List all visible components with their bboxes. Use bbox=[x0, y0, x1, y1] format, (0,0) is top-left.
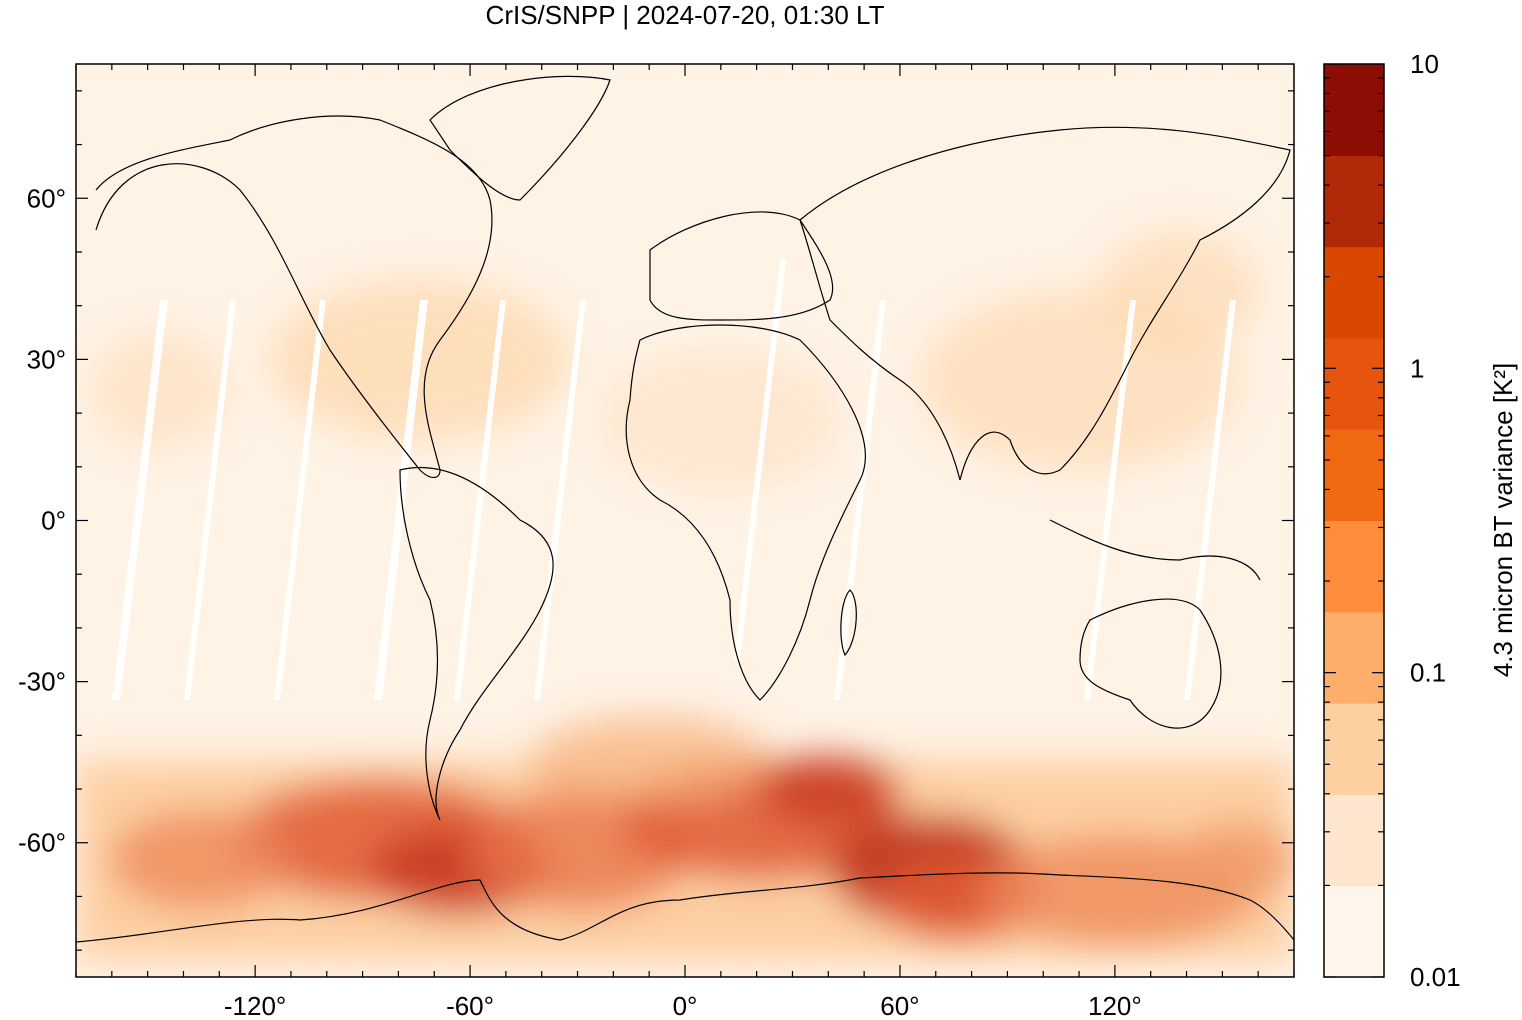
colorbar-swatch bbox=[1324, 64, 1384, 156]
colorbar-tick-label: 0.01 bbox=[1410, 962, 1461, 992]
colorbar-swatch bbox=[1324, 337, 1384, 430]
colorbar-label: 4.3 micron BT variance [K²] bbox=[1488, 363, 1518, 678]
x-tick-label: 60° bbox=[880, 991, 919, 1020]
colorbar-tick-label: 10 bbox=[1410, 49, 1439, 79]
coastlines bbox=[76, 75, 1294, 943]
y-tick-label: 30° bbox=[27, 344, 66, 374]
x-tick-label: 120° bbox=[1088, 991, 1142, 1020]
colorbar-tick-label: 1 bbox=[1410, 353, 1424, 383]
y-tick-label: -60° bbox=[18, 828, 66, 858]
colorbar-frame bbox=[1323, 63, 1385, 978]
y-tick-label: -30° bbox=[18, 667, 66, 697]
colorbar bbox=[1324, 64, 1384, 978]
colorbar-swatch bbox=[1324, 611, 1384, 704]
colorbar-tick-label: 0.1 bbox=[1410, 658, 1446, 688]
colorbar-swatch bbox=[1324, 429, 1384, 521]
orbit-gaps bbox=[112, 260, 1236, 700]
colorbar-swatch bbox=[1324, 246, 1384, 339]
colorbar-ticks: 10 1 0.1 0.01 bbox=[1324, 49, 1461, 992]
x-tick-label: -120° bbox=[224, 991, 286, 1020]
colorbar-swatch bbox=[1324, 885, 1384, 978]
y-tick-label: 60° bbox=[27, 183, 66, 213]
colorbar-swatch bbox=[1324, 794, 1384, 887]
map-ticks: -120° -60° 0° 60° 120° 60° 30° 0° -30° -60° bbox=[18, 64, 1295, 1020]
x-tick-label: -60° bbox=[446, 991, 494, 1020]
x-tick-label: 0° bbox=[673, 991, 698, 1020]
colorbar-swatch bbox=[1324, 520, 1384, 613]
y-tick-label: 0° bbox=[41, 506, 66, 536]
colorbar-swatch bbox=[1324, 155, 1384, 248]
map-panel bbox=[76, 64, 1294, 977]
variance-field bbox=[76, 230, 1294, 960]
colorbar-swatch bbox=[1324, 703, 1384, 795]
chart-title: CrIS/SNPP | 2024-07-20, 01:30 LT bbox=[485, 0, 885, 30]
